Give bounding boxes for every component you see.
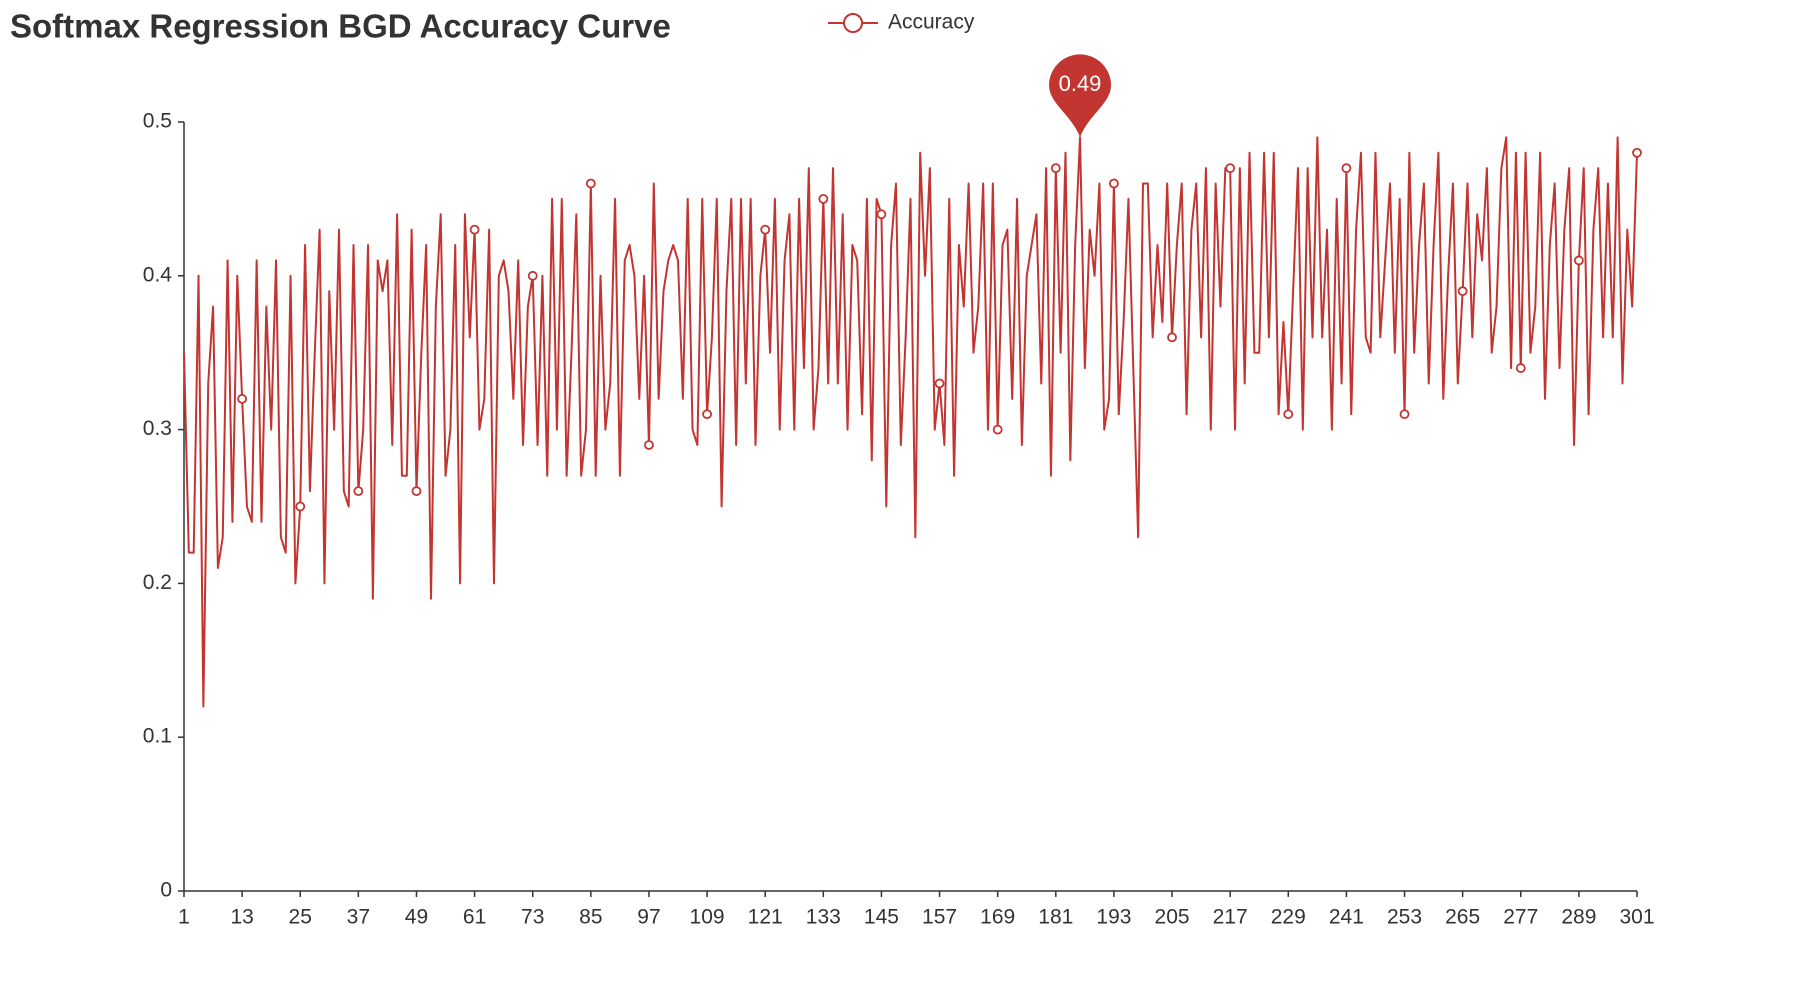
point-marker <box>760 224 771 235</box>
point-marker <box>644 440 654 450</box>
point-marker <box>1573 255 1584 266</box>
x-tick-label: 121 <box>748 906 783 929</box>
point-marker <box>1341 163 1352 174</box>
y-tick-label: 0.1 <box>143 725 172 748</box>
point-marker <box>992 424 1003 435</box>
x-tick-label: 49 <box>405 906 428 929</box>
point-marker <box>585 178 596 189</box>
x-tick-label: 301 <box>1619 906 1654 929</box>
point-marker <box>1632 147 1642 158</box>
chart-title: Softmax Regression BGD Accuracy Curve <box>10 8 671 45</box>
legend-label: Accuracy <box>888 11 975 34</box>
point-marker <box>1167 332 1177 343</box>
x-tick-label: 253 <box>1387 906 1422 929</box>
point-marker <box>1050 163 1061 174</box>
x-tick-label: 145 <box>864 906 899 929</box>
point-marker <box>237 393 248 404</box>
x-tick-label: 241 <box>1329 906 1364 929</box>
x-tick-label: 13 <box>230 906 253 929</box>
point-marker <box>527 270 538 281</box>
x-tick-label: 205 <box>1155 906 1190 929</box>
x-tick-label: 133 <box>806 906 841 929</box>
x-tick-label: 73 <box>521 906 544 929</box>
y-tick-label: 0 <box>160 879 172 902</box>
max-point-label: 0.49 <box>1059 71 1102 96</box>
point-marker <box>411 486 422 497</box>
point-marker <box>353 486 364 497</box>
x-tick-label: 1 <box>178 906 190 929</box>
point-marker <box>1515 363 1526 373</box>
accuracy-line <box>183 136 1638 708</box>
x-tick-label: 277 <box>1503 906 1538 929</box>
point-marker <box>469 224 480 235</box>
x-tick-label: 229 <box>1271 906 1306 929</box>
x-tick-label: 109 <box>690 906 725 929</box>
x-tick-label: 61 <box>463 906 486 929</box>
point-marker <box>934 378 945 389</box>
x-tick-label: 25 <box>289 906 312 929</box>
point-marker <box>702 409 712 420</box>
x-tick-label: 289 <box>1561 906 1596 929</box>
x-tick-label: 217 <box>1213 906 1248 929</box>
y-tick-label: 0.2 <box>143 571 172 594</box>
point-marker <box>295 501 306 512</box>
y-tick-label: 0.3 <box>143 417 172 440</box>
point-marker <box>876 209 887 220</box>
legend-marker <box>843 13 863 33</box>
x-tick-label: 193 <box>1096 906 1131 929</box>
x-tick-label: 157 <box>922 906 957 929</box>
point-marker <box>1109 178 1119 189</box>
x-tick-label: 181 <box>1038 906 1073 929</box>
x-tick-label: 37 <box>347 906 370 929</box>
x-tick-label: 97 <box>637 906 660 929</box>
x-tick-label: 169 <box>980 906 1015 929</box>
max-point-pin <box>1049 54 1112 138</box>
x-tick-label: 85 <box>579 906 602 929</box>
point-marker <box>1225 163 1236 174</box>
x-tick-label: 265 <box>1445 906 1480 929</box>
point-marker <box>1399 409 1410 420</box>
point-marker <box>1283 409 1294 420</box>
y-tick-label: 0.4 <box>143 263 173 286</box>
point-marker <box>818 193 829 204</box>
y-tick-label: 0.5 <box>143 110 172 133</box>
point-marker <box>1457 286 1468 297</box>
